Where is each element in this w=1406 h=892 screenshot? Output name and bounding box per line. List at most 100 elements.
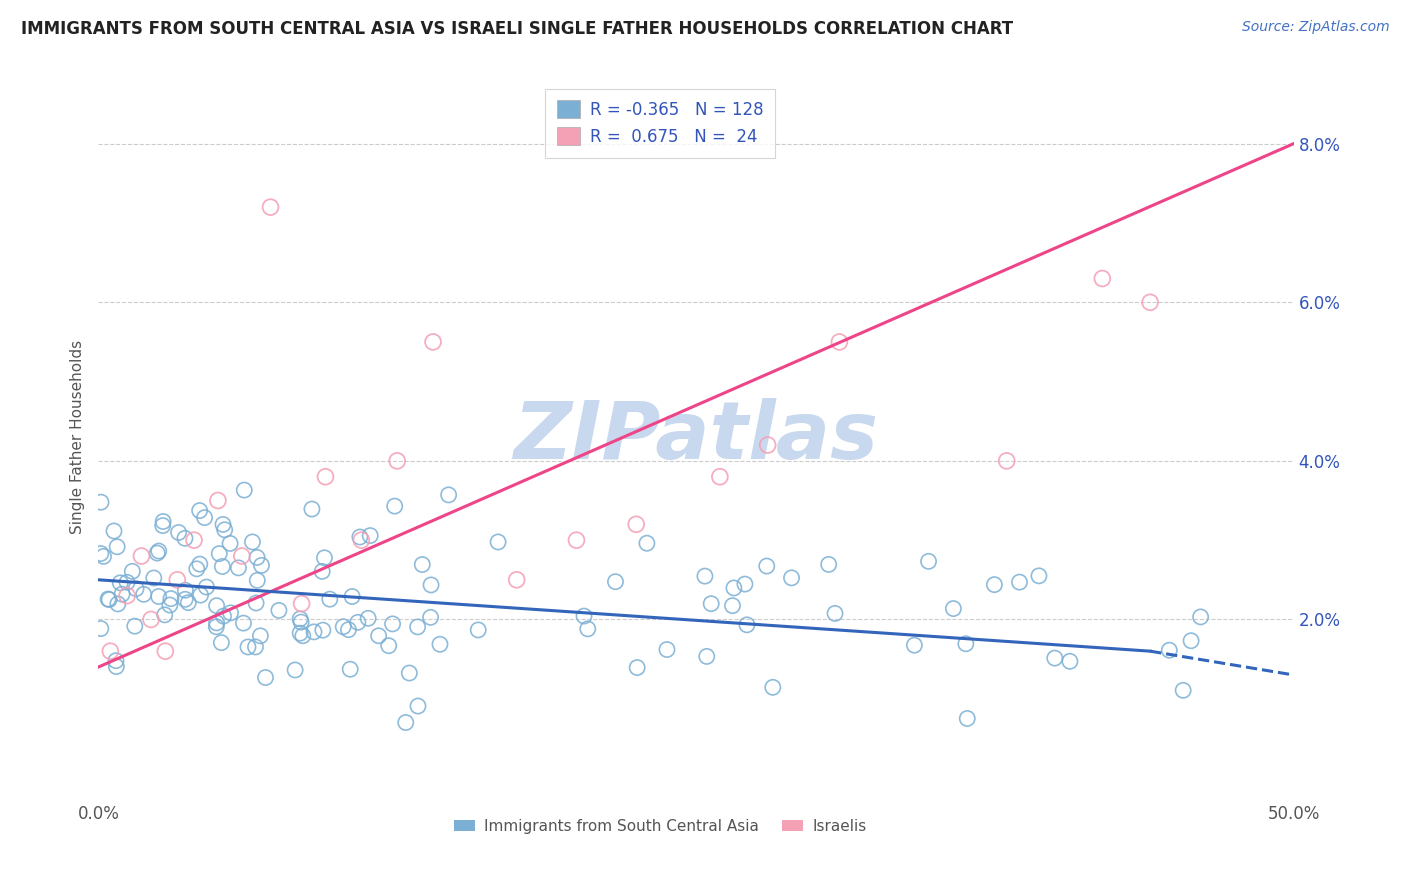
- Point: [148, 544, 170, 558]
- Point: [131, 549, 153, 563]
- Point: [177, 596, 200, 610]
- Point: [315, 469, 337, 483]
- Point: [1139, 295, 1161, 310]
- Point: [565, 533, 588, 548]
- Point: [467, 623, 489, 637]
- Point: [97, 592, 120, 607]
- Point: [205, 599, 228, 613]
- Point: [357, 611, 380, 625]
- Point: [233, 483, 256, 497]
- Point: [288, 612, 311, 626]
- Point: [212, 609, 235, 624]
- Point: [1008, 575, 1031, 590]
- Point: [780, 571, 803, 585]
- Point: [195, 580, 218, 594]
- Point: [291, 629, 314, 643]
- Point: [828, 334, 851, 349]
- Point: [319, 592, 342, 607]
- Point: [734, 577, 756, 591]
- Point: [183, 533, 205, 548]
- Point: [1180, 633, 1202, 648]
- Point: [146, 546, 169, 560]
- Text: ZIPatlas: ZIPatlas: [513, 398, 879, 476]
- Point: [148, 590, 170, 604]
- Point: [406, 699, 429, 714]
- Point: [626, 517, 648, 532]
- Point: [110, 575, 132, 590]
- Point: [93, 549, 115, 564]
- Point: [700, 597, 723, 611]
- Point: [955, 637, 977, 651]
- Point: [696, 649, 718, 664]
- Point: [429, 637, 451, 651]
- Point: [723, 581, 745, 595]
- Point: [942, 601, 965, 615]
- Point: [377, 639, 399, 653]
- Point: [207, 493, 229, 508]
- Point: [245, 640, 267, 654]
- Point: [208, 547, 231, 561]
- Point: [246, 574, 269, 588]
- Point: [104, 654, 127, 668]
- Point: [267, 603, 290, 617]
- Point: [756, 438, 779, 452]
- Point: [155, 644, 177, 658]
- Point: [259, 200, 281, 214]
- Point: [194, 510, 217, 524]
- Point: [228, 561, 250, 575]
- Point: [186, 562, 208, 576]
- Point: [312, 623, 335, 637]
- Point: [132, 587, 155, 601]
- Point: [437, 488, 460, 502]
- Point: [98, 644, 122, 658]
- Point: [381, 616, 404, 631]
- Point: [755, 559, 778, 574]
- Point: [160, 591, 183, 606]
- Point: [254, 671, 277, 685]
- Text: Source: ZipAtlas.com: Source: ZipAtlas.com: [1241, 20, 1389, 34]
- Point: [395, 715, 418, 730]
- Point: [249, 629, 271, 643]
- Point: [419, 610, 441, 624]
- Point: [626, 660, 648, 674]
- Point: [385, 454, 409, 468]
- Point: [90, 622, 112, 636]
- Point: [174, 583, 197, 598]
- Point: [1159, 643, 1181, 657]
- Point: [153, 607, 176, 622]
- Point: [349, 530, 371, 544]
- Point: [174, 531, 197, 545]
- Point: [214, 523, 236, 537]
- Point: [486, 535, 509, 549]
- Point: [111, 587, 134, 601]
- Point: [337, 623, 360, 637]
- Point: [124, 619, 146, 633]
- Point: [152, 515, 174, 529]
- Point: [245, 596, 267, 610]
- Point: [636, 536, 658, 550]
- Point: [576, 622, 599, 636]
- Point: [166, 573, 188, 587]
- Point: [115, 575, 138, 590]
- Point: [693, 569, 716, 583]
- Point: [90, 495, 112, 509]
- Point: [236, 640, 259, 654]
- Point: [205, 615, 228, 630]
- Point: [1189, 610, 1212, 624]
- Point: [107, 597, 129, 611]
- Point: [347, 615, 370, 630]
- Point: [314, 550, 336, 565]
- Point: [721, 599, 744, 613]
- Point: [398, 666, 420, 681]
- Point: [340, 590, 363, 604]
- Point: [98, 592, 121, 607]
- Point: [350, 533, 373, 548]
- Point: [90, 547, 112, 561]
- Point: [211, 559, 233, 574]
- Point: [411, 558, 433, 572]
- Text: IMMIGRANTS FROM SOUTH CENTRAL ASIA VS ISRAELI SINGLE FATHER HOUSEHOLDS CORRELATI: IMMIGRANTS FROM SOUTH CENTRAL ASIA VS IS…: [21, 20, 1014, 37]
- Point: [311, 565, 333, 579]
- Point: [205, 620, 228, 634]
- Point: [572, 609, 595, 624]
- Point: [302, 624, 325, 639]
